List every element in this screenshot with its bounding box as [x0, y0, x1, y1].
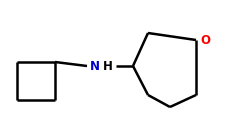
Text: O: O	[201, 33, 211, 46]
Text: H: H	[103, 60, 113, 72]
Text: N: N	[90, 60, 100, 72]
